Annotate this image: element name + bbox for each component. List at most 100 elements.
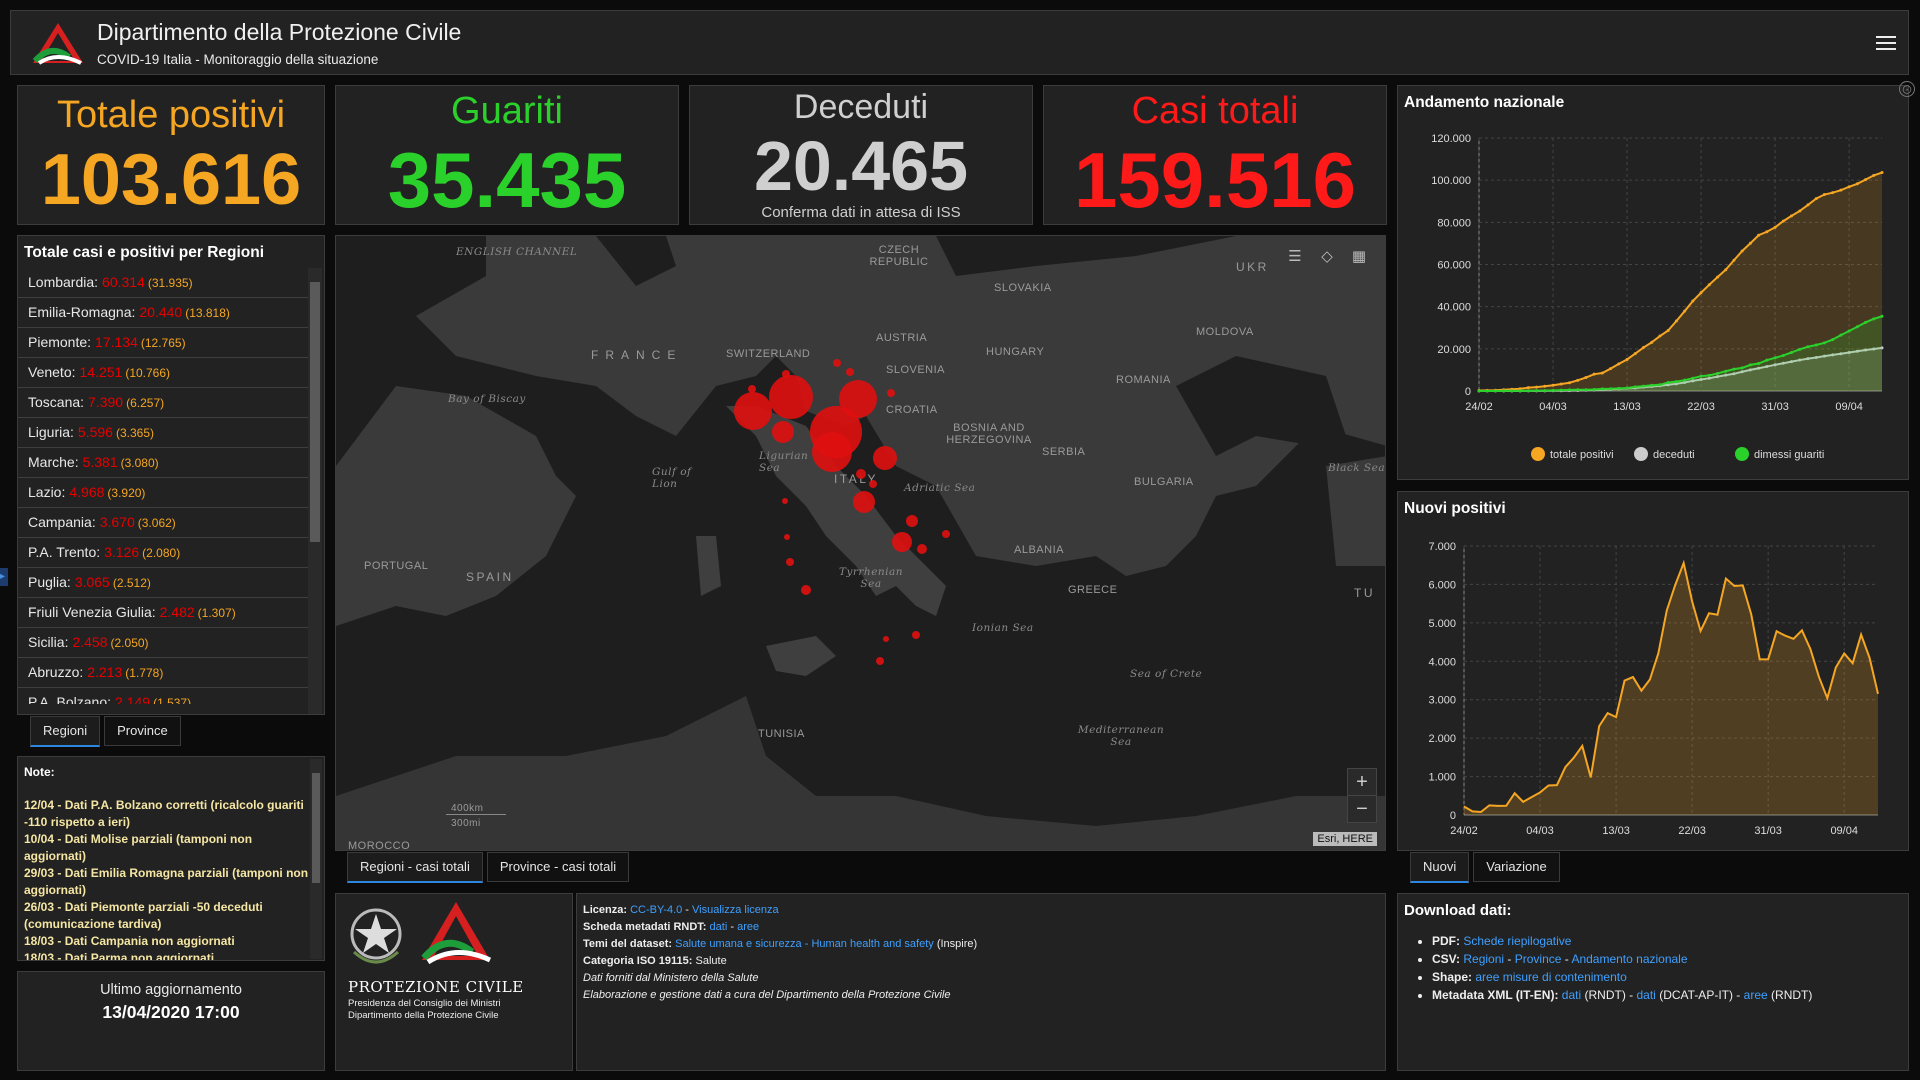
- data-point: [1666, 383, 1670, 387]
- region-list-scrollbar[interactable]: [308, 268, 322, 714]
- data-point: [1724, 268, 1728, 272]
- csv-province-link[interactable]: Province: [1514, 952, 1562, 966]
- data-point: [1584, 388, 1588, 392]
- region-total: 14.251: [79, 364, 123, 380]
- chart-nuovi-positivi[interactable]: 0 1.000 2.000 3.000 4.000 5.000 6.000 7.000 24/0…: [1398, 492, 1908, 850]
- chart-andamento[interactable]: 0 20.000 40.000 60.000 80.000 100.000 120.000 2…: [1398, 86, 1908, 479]
- tab-province[interactable]: Province: [104, 716, 181, 746]
- map-label-country: SERBIA: [1042, 446, 1086, 458]
- case-bubble: [839, 380, 877, 418]
- region-row[interactable]: Veneto: 14.251 (10.766): [18, 358, 308, 388]
- region-total: 17.134: [95, 334, 138, 350]
- region-row[interactable]: Sicilia: 2.458 (2.050): [18, 628, 308, 658]
- pdf-label: PDF:: [1432, 934, 1460, 948]
- tab-regioni[interactable]: Regioni: [30, 716, 101, 747]
- map-view[interactable]: ENGLISH CHANNEL CZECH REPUBLIC SLOVAKIA …: [335, 235, 1386, 851]
- xml-dati-rndt-link[interactable]: dati: [1561, 988, 1582, 1002]
- region-row[interactable]: Piemonte: 17.134 (12.765): [18, 328, 308, 358]
- region-row[interactable]: Puglia: 3.065 (2.512): [18, 568, 308, 598]
- pdf-link[interactable]: Schede riepilogative: [1463, 934, 1572, 948]
- layers-icon[interactable]: ◇: [1321, 248, 1333, 265]
- colon: :: [66, 574, 71, 590]
- notes-title: Note:: [24, 765, 55, 779]
- fullscreen-icon[interactable]: ⨀: [1899, 81, 1915, 97]
- zoom-in-button[interactable]: +: [1347, 768, 1377, 796]
- region-row[interactable]: Campania: 3.670 (3.062): [18, 508, 308, 538]
- sep: -: [1504, 952, 1515, 966]
- region-row[interactable]: Friuli Venezia Giulia: 2.482 (1.307): [18, 598, 308, 628]
- tab-province-casi-totali[interactable]: Province - casi totali: [486, 852, 630, 882]
- region-positive: (3.062): [137, 516, 176, 530]
- data-point: [1567, 381, 1571, 385]
- region-row[interactable]: Lazio: 4.968 (3.920): [18, 478, 308, 508]
- series-line: [1463, 559, 1879, 814]
- region-positive: (2.512): [112, 576, 151, 590]
- visualizza-licenza-link[interactable]: Visualizza licenza: [692, 904, 779, 916]
- temi-link[interactable]: Salute umana e sicurezza - Human health …: [675, 938, 934, 950]
- data-point: [1855, 349, 1859, 353]
- region-total: 2.213: [87, 664, 123, 680]
- csv-andamento-link[interactable]: Andamento nazionale: [1571, 952, 1688, 966]
- map-label-sea: Mediterranean Sea: [1077, 724, 1165, 748]
- csv-regioni-link[interactable]: Regioni: [1463, 952, 1505, 966]
- region-row[interactable]: Lombardia: 60.314 (31.935): [18, 268, 308, 298]
- data-point: [1847, 185, 1851, 189]
- tab-variazione[interactable]: Variazione: [1473, 852, 1560, 882]
- data-point: [1781, 219, 1785, 223]
- map-label-sea: Adriatic Sea: [904, 482, 976, 494]
- x-tick-label: 24/02: [1465, 401, 1493, 413]
- expand-arrow-icon[interactable]: ▸: [0, 568, 8, 586]
- xml-text: (RNDT): [1771, 988, 1813, 1002]
- note-line: 10/04 - Dati Molise parziali (tamponi no…: [24, 832, 253, 863]
- data-point: [1666, 381, 1670, 385]
- shape-link[interactable]: aree misure di contenimento: [1475, 970, 1627, 984]
- case-bubble: [734, 392, 772, 430]
- xml-aree-link[interactable]: aree: [1743, 988, 1768, 1002]
- data-point: [1732, 258, 1736, 262]
- iso-label: Categoria ISO 19115:: [583, 955, 693, 967]
- region-row[interactable]: Emilia-Romagna: 20.440 (13.818): [18, 298, 308, 328]
- map-label-country: ROMANIA: [1116, 374, 1171, 386]
- data-point: [1781, 361, 1785, 365]
- region-row[interactable]: Marche: 5.381 (3.080): [18, 448, 308, 478]
- hamburger-menu-icon[interactable]: [1876, 33, 1896, 51]
- zoom-out-button[interactable]: −: [1347, 795, 1377, 823]
- data-point: [1658, 383, 1662, 387]
- data-point: [1502, 389, 1506, 393]
- tab-regioni-casi-totali[interactable]: Regioni - casi totali: [347, 852, 483, 883]
- region-row[interactable]: Liguria: 5.596 (3.365): [18, 418, 308, 448]
- data-point: [1814, 197, 1818, 201]
- download-shape: Shape: aree misure di contenimento: [1432, 968, 1812, 986]
- data-point: [1798, 358, 1802, 362]
- region-row[interactable]: Toscana: 7.390 (6.257): [18, 388, 308, 418]
- download-title: Download dati:: [1404, 902, 1512, 919]
- region-name: Toscana: [28, 394, 81, 410]
- region-row[interactable]: Abruzzo: 2.213 (1.778): [18, 658, 308, 688]
- qr-grid-icon[interactable]: ▦: [1351, 248, 1367, 265]
- xml-dati-dcat-link[interactable]: dati: [1636, 988, 1656, 1002]
- map-label-country: SWITZERLAND: [726, 348, 811, 360]
- rndt-aree-link[interactable]: aree: [737, 921, 760, 933]
- data-point: [1592, 372, 1596, 376]
- legend-list-icon[interactable]: ☰: [1288, 248, 1302, 265]
- data-point: [1559, 382, 1563, 386]
- rndt-dati-link[interactable]: dati: [709, 921, 728, 933]
- data-point: [1864, 178, 1868, 182]
- licenza-link[interactable]: CC-BY-4.0: [630, 904, 683, 916]
- scale-km: 400km: [451, 803, 484, 814]
- region-total: 2.482: [159, 604, 195, 620]
- map-label-sea: Sea of Crete: [1130, 668, 1203, 680]
- rndt-label: Scheda metadati RNDT:: [583, 921, 707, 933]
- kpi-label: Casi totali: [1131, 90, 1299, 132]
- data-point: [1683, 309, 1687, 313]
- case-bubbles-layer[interactable]: [336, 236, 1386, 851]
- data-point: [1683, 378, 1687, 382]
- map-label-sea: Black Sea: [1328, 462, 1386, 474]
- region-row[interactable]: P.A. Trento: 3.126 (2.080): [18, 538, 308, 568]
- app-subtitle: COVID-19 Italia - Monitoraggio della sit…: [97, 52, 379, 67]
- map-label-country: FRANCE: [591, 348, 683, 362]
- notes-scrollbar[interactable]: [310, 759, 322, 959]
- tab-nuovi[interactable]: Nuovi: [1410, 852, 1470, 883]
- data-point: [1806, 357, 1810, 361]
- region-row[interactable]: P.A. Bolzano: 2.149 (1.537): [18, 688, 308, 704]
